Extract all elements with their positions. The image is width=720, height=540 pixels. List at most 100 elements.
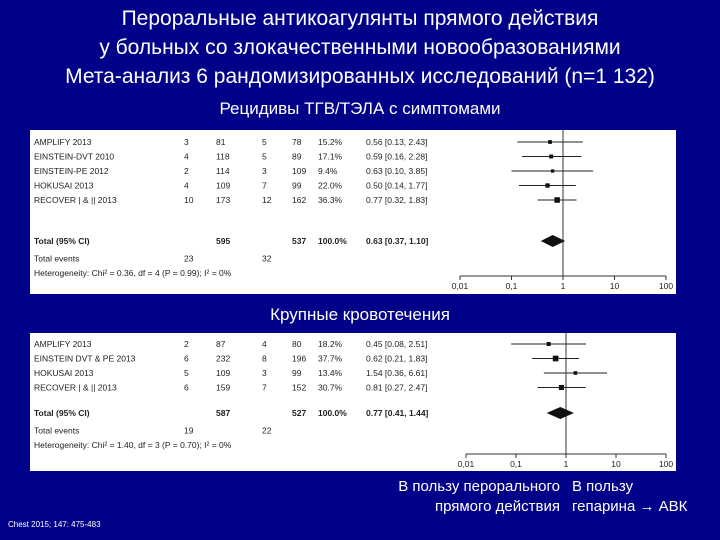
- point-estimate: [573, 371, 578, 375]
- events-doac: 4: [184, 181, 189, 191]
- point-estimate: [554, 197, 560, 203]
- total-doac: 87: [216, 339, 226, 349]
- section-title-recurrence: Рецидивы ТГВ/ТЭЛА с симптомами: [219, 99, 501, 118]
- study-name: EINSTEIN-DVT 2010: [34, 152, 114, 162]
- title-line-2: у больных со злокачественными новообразо…: [99, 36, 621, 59]
- risk-ratio-ci: 0.63 [0.10, 3.85]: [366, 166, 427, 176]
- total-events-label: Total events: [34, 254, 79, 264]
- events-doac: 6: [184, 354, 189, 364]
- favor-doac-label: В пользу перорального прямого действия: [360, 477, 560, 517]
- point-estimate: [549, 154, 554, 159]
- favor-doac-line-1: В пользу перорального: [398, 478, 560, 495]
- risk-ratio-ci: 0.81 [0.27, 2.47]: [366, 383, 427, 393]
- axis-tick-label: 1: [564, 459, 569, 469]
- summary-diamond: [540, 235, 566, 247]
- total-events-label: Total events: [34, 426, 79, 436]
- total-control: 89: [292, 152, 302, 162]
- events-control: 5: [262, 152, 267, 162]
- point-estimate: [545, 183, 550, 188]
- total-n-control: 537: [292, 236, 306, 246]
- axis-tick-label: 10: [610, 281, 620, 291]
- risk-ratio-ci: 0.59 [0.16, 2.28]: [366, 152, 427, 162]
- events-doac: 10: [184, 195, 194, 205]
- risk-ratio-ci: 0.50 [0.14, 1.77]: [366, 181, 427, 191]
- axis-tick-label: 0,1: [510, 459, 522, 469]
- weight: 9.4%: [318, 166, 338, 176]
- total-weight: 100.0%: [318, 408, 347, 418]
- point-estimate: [548, 140, 552, 144]
- study-name: AMPLIFY 2013: [34, 137, 92, 147]
- total-control: 152: [292, 383, 306, 393]
- point-estimate: [552, 355, 559, 362]
- total-control: 99: [292, 368, 302, 378]
- events-doac: 6: [184, 383, 189, 393]
- total-control: 196: [292, 354, 306, 364]
- events-control: 7: [262, 383, 267, 393]
- favor-heparin-line-2: гепарина → АВК: [572, 498, 688, 515]
- total-n-doac: 587: [216, 408, 230, 418]
- weight: 36.3%: [318, 195, 343, 205]
- events-control: 4: [262, 339, 267, 349]
- total-events-doac: 23: [184, 254, 194, 264]
- point-estimate: [551, 169, 555, 173]
- total-doac: 159: [216, 383, 230, 393]
- heterogeneity: Heterogeneity: Chi² = 1.40, df = 3 (P = …: [34, 440, 232, 450]
- risk-ratio-ci: 0.45 [0.08, 2.51]: [366, 339, 427, 349]
- total-control: 80: [292, 339, 302, 349]
- events-doac: 4: [184, 152, 189, 162]
- weight: 30.7%: [318, 383, 343, 393]
- risk-ratio-ci: 1.54 [0.36, 6.61]: [366, 368, 427, 378]
- total-doac: 114: [216, 166, 230, 176]
- point-estimate: [546, 341, 551, 347]
- heterogeneity: Heterogeneity: Chi² = 0.36, df = 4 (P = …: [34, 268, 232, 278]
- total-doac: 81: [216, 137, 226, 147]
- total-doac: 109: [216, 368, 230, 378]
- weight: 22.0%: [318, 181, 343, 191]
- weight: 15.2%: [318, 137, 343, 147]
- title-line-1: Пероральные антикоагулянты прямого дейст…: [121, 7, 599, 30]
- summary-diamond: [546, 407, 574, 419]
- total-control: 162: [292, 195, 306, 205]
- total-control: 99: [292, 181, 302, 191]
- total-ci: 0.77 [0.41, 1.44]: [366, 408, 429, 418]
- events-control: 12: [262, 195, 272, 205]
- forest-plot-recurrence: AMPLIFY 2013 3 81 5 78 15.2% 0.56 [0.13, 2.43]…: [30, 130, 676, 294]
- forest-plot-bleeding: AMPLIFY 2013 2 87 4 80 18.2% 0.45 [0.08, 2.51]…: [30, 333, 676, 471]
- total-events-control: 32: [262, 254, 272, 264]
- axis-tick-label: 0,01: [452, 281, 469, 291]
- weight: 37.7%: [318, 354, 343, 364]
- axis-tick-label: 1: [561, 281, 566, 291]
- study-name: RECOVER | & || 2013: [34, 383, 117, 393]
- title-line-3: Мета-анализ 6 рандомизированных исследов…: [65, 65, 655, 88]
- favor-heparin-label: В пользу гепарина → АВК: [572, 477, 720, 517]
- total-ci: 0.63 [0.37, 1.10]: [366, 236, 429, 246]
- events-control: 7: [262, 181, 267, 191]
- events-doac: 2: [184, 339, 189, 349]
- events-control: 5: [262, 137, 267, 147]
- total-n-control: 527: [292, 408, 306, 418]
- total-events-doac: 19: [184, 426, 194, 436]
- study-name: EINSTEIN DVT & PE 2013: [34, 354, 136, 364]
- total-n-doac: 595: [216, 236, 230, 246]
- study-name: AMPLIFY 2013: [34, 339, 92, 349]
- total-control: 109: [292, 166, 306, 176]
- section-title-bleeding: Крупные кровотечения: [270, 305, 450, 324]
- forest-plot-bleeding-svg: AMPLIFY 2013 2 87 4 80 18.2% 0.45 [0.08, 2.51]…: [34, 333, 673, 469]
- total-weight: 100.0%: [318, 236, 347, 246]
- total-doac: 232: [216, 354, 230, 364]
- point-estimate: [558, 384, 564, 391]
- study-name: HOKUSAI 2013: [34, 181, 94, 191]
- axis-tick-label: 100: [659, 459, 673, 469]
- total-control: 78: [292, 137, 302, 147]
- citation: Chest 2015; 147: 475-483: [8, 520, 101, 529]
- risk-ratio-ci: 0.62 [0.21, 1.83]: [366, 354, 427, 364]
- events-control: 3: [262, 166, 267, 176]
- study-name: RECOVER | & || 2013: [34, 195, 117, 205]
- axis-tick-label: 0,1: [506, 281, 518, 291]
- events-control: 3: [262, 368, 267, 378]
- study-name: HOKUSAI 2013: [34, 368, 94, 378]
- total-doac: 109: [216, 181, 230, 191]
- favor-heparin-line-1: В пользу: [572, 478, 634, 495]
- risk-ratio-ci: 0.77 [0.32, 1.83]: [366, 195, 427, 205]
- total-doac: 118: [216, 152, 230, 162]
